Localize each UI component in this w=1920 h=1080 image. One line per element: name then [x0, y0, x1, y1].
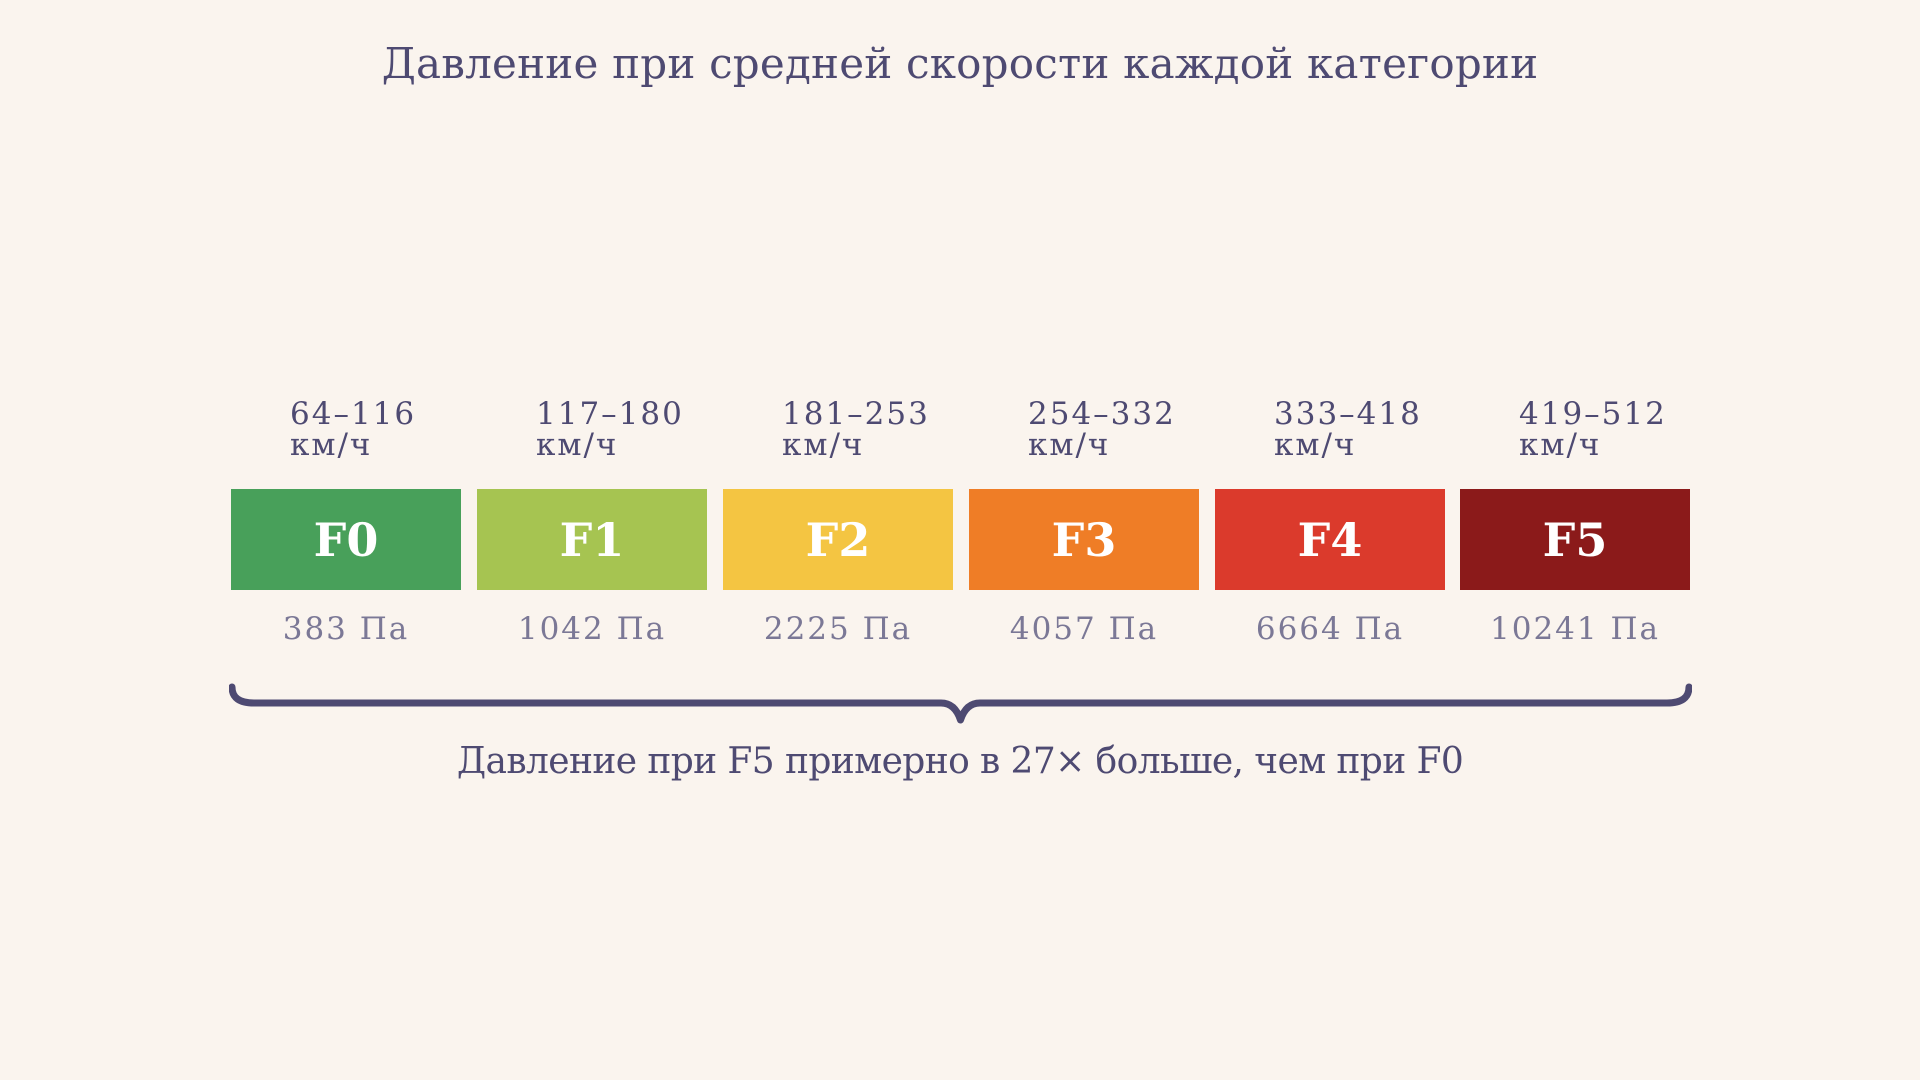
comparison-caption: Давление при F5 примерно в 27× больше, ч…	[456, 741, 1464, 782]
pressure-f5: 10241 Па	[1490, 611, 1660, 647]
pressure-f4: 6664 Па	[1255, 611, 1405, 647]
speed-unit: км/ч	[782, 427, 865, 463]
speed-range-f1: 117–180 км/ч	[536, 399, 684, 461]
brace-icon	[229, 683, 1692, 724]
fujita-scale: 64–116 км/ч F0 383 Па 117–180 км/ч F1 10…	[231, 395, 1690, 655]
brace-path	[229, 683, 1692, 724]
diagram-title: Давление при средней скорости каждой кат…	[381, 39, 1539, 88]
speed-unit: км/ч	[1028, 427, 1111, 463]
speed-range-value: 117–180	[536, 396, 684, 432]
speed-unit: км/ч	[1519, 427, 1602, 463]
pressure-f1: 1042 Па	[517, 611, 667, 647]
category-block-f4: F4	[1215, 489, 1445, 590]
speed-range-value: 333–418	[1274, 396, 1422, 432]
pressure-f0: 383 Па	[282, 611, 410, 647]
speed-range-f3: 254–332 км/ч	[1028, 399, 1176, 461]
speed-range-f5: 419–512 км/ч	[1519, 399, 1667, 461]
pressure-f3: 4057 Па	[1009, 611, 1159, 647]
speed-range-value: 64–116	[290, 396, 417, 432]
category-block-f0: F0	[231, 489, 461, 590]
speed-unit: км/ч	[536, 427, 619, 463]
category-block-f5: F5	[1460, 489, 1690, 590]
speed-range-value: 254–332	[1028, 396, 1176, 432]
category-block-f1: F1	[477, 489, 707, 590]
speed-range-value: 419–512	[1519, 396, 1667, 432]
speed-unit: км/ч	[290, 427, 373, 463]
speed-range-f2: 181–253 км/ч	[782, 399, 930, 461]
category-block-f3: F3	[969, 489, 1199, 590]
category-block-f2: F2	[723, 489, 953, 590]
speed-unit: км/ч	[1274, 427, 1357, 463]
pressure-f2: 2225 Па	[763, 611, 913, 647]
speed-range-f0: 64–116 км/ч	[290, 399, 416, 461]
speed-range-value: 181–253	[782, 396, 930, 432]
speed-range-f4: 333–418 км/ч	[1274, 399, 1422, 461]
